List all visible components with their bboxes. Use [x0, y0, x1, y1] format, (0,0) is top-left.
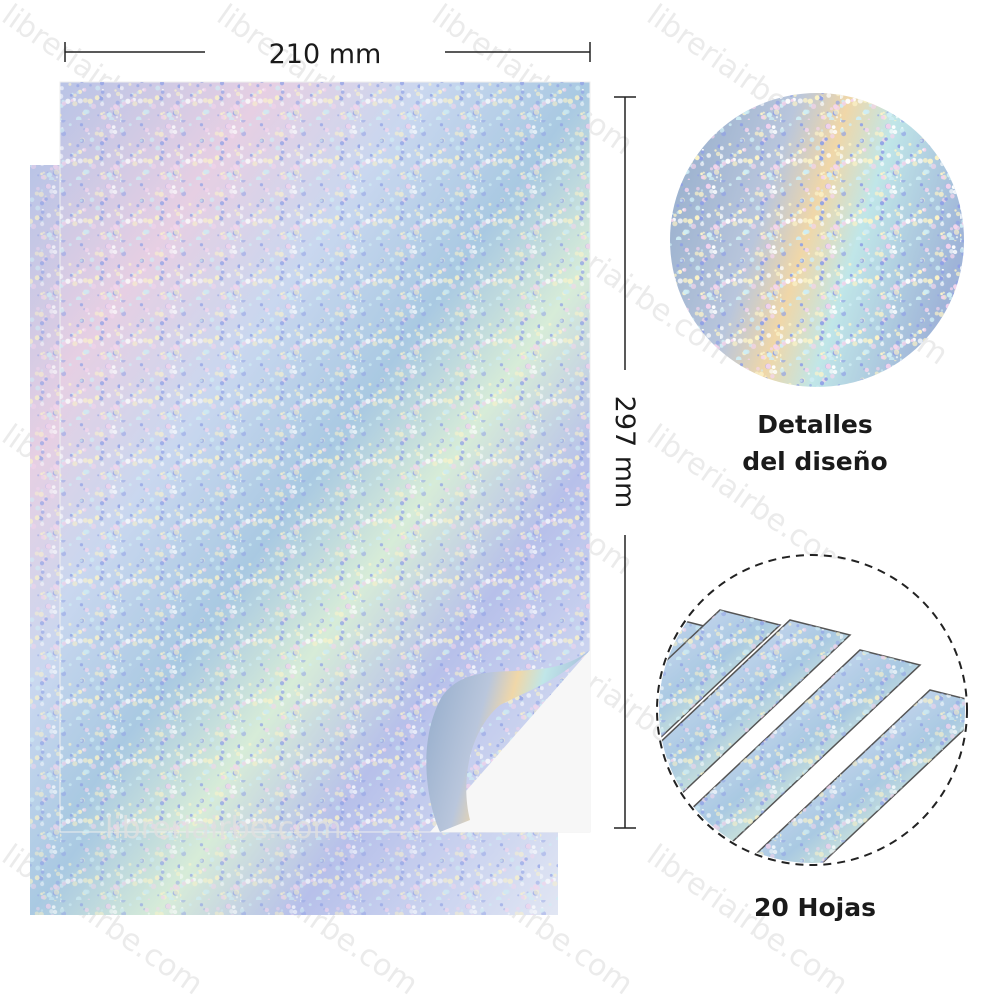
peeled-corner [426, 650, 590, 832]
watermark: libreriairbe.com [105, 811, 342, 846]
peeled-backing [430, 650, 590, 832]
sheets-label: 20 Hojas [754, 893, 876, 922]
height-label: 297 mm [609, 396, 640, 509]
fan-sheet [659, 609, 782, 863]
fan-sheet [659, 619, 852, 863]
dashed-outline [656, 554, 968, 866]
width-label: 210 mm [269, 39, 382, 70]
detail-circle [670, 93, 964, 387]
front-sheet-texture [60, 82, 590, 832]
details-label: del diseño [742, 447, 887, 476]
details-label: Detalles [757, 410, 873, 439]
